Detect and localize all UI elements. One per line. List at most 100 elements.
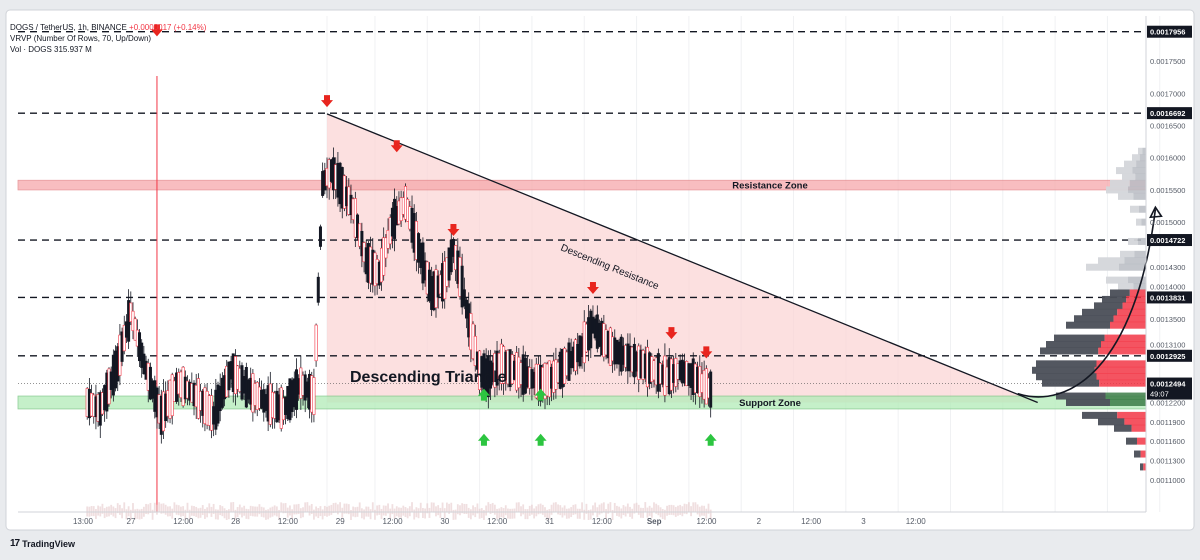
price-level-badge xyxy=(1147,25,1192,38)
volume-bar xyxy=(422,508,424,519)
volume-profile-up-bar xyxy=(1136,218,1142,226)
volume-bar xyxy=(642,507,644,518)
volume-bar xyxy=(607,503,610,514)
volume-bar xyxy=(382,505,385,516)
volume-bar xyxy=(435,506,437,517)
volume-profile-up-bar xyxy=(1066,321,1110,329)
volume-bar xyxy=(439,507,442,518)
y-tick-label: 0.0015500 xyxy=(1150,186,1185,195)
x-tick-label: 12:00 xyxy=(592,517,613,526)
volume-bar xyxy=(90,506,93,517)
volume-profile-down-bar xyxy=(1132,167,1146,175)
volume-bar xyxy=(86,506,89,517)
volume-profile-down-bar xyxy=(1131,424,1146,432)
volume-profile-up-bar xyxy=(1056,392,1106,400)
volume-profile-up-bar xyxy=(1042,379,1100,387)
volume-profile-up-bar xyxy=(1066,398,1110,406)
volume-profile-up-bar xyxy=(1120,250,1135,258)
volume-bar xyxy=(541,504,544,515)
candle-bull xyxy=(312,377,316,415)
volume-profile-down-bar xyxy=(1110,321,1146,329)
volume-bar xyxy=(491,502,494,513)
volume-bar xyxy=(454,509,457,520)
volume-bar xyxy=(175,504,178,515)
resistance-zone: Resistance Zone xyxy=(17,179,1147,192)
volume-bar xyxy=(286,507,289,518)
volume-bar xyxy=(548,509,551,520)
volume-bar xyxy=(238,504,241,515)
volume-bar xyxy=(452,509,455,520)
volume-profile-up-bar xyxy=(1134,450,1141,458)
volume-bar xyxy=(653,502,655,513)
volume-profile-up-bar xyxy=(1102,295,1127,303)
volume-bar xyxy=(289,505,291,516)
volume-profile-down-bar xyxy=(1117,411,1146,419)
volume-bar xyxy=(661,509,664,520)
volume-bar xyxy=(284,503,287,514)
volume-bar xyxy=(380,508,383,519)
volume-profile-up-bar xyxy=(1082,411,1118,419)
volume-bar xyxy=(360,508,363,519)
volume-profile-up-bar xyxy=(1132,154,1140,162)
volume-bar xyxy=(679,504,682,515)
y-tick-label: 0.0013500 xyxy=(1150,315,1185,324)
symbol-label[interactable]: DOGS / TetherUS, 1h, BINANCE xyxy=(10,23,127,32)
up-arrow-icon xyxy=(534,388,547,401)
volume-bar xyxy=(687,502,690,513)
volume-profile-down-bar xyxy=(1139,154,1146,162)
volume-bar xyxy=(391,504,394,515)
volume-bar xyxy=(483,509,485,520)
volume-profile-up-bar xyxy=(1110,179,1130,187)
volume-bar xyxy=(694,502,697,513)
volume-profile-up-bar xyxy=(1046,341,1101,349)
volume-profile-up-bar xyxy=(1138,147,1143,155)
volume-bar xyxy=(476,503,479,514)
volume-bar xyxy=(561,507,564,518)
volume-bar xyxy=(101,503,104,514)
volume-profile-up-bar xyxy=(1074,315,1114,323)
volume-profile-up-bar xyxy=(1116,167,1133,175)
volume-bar xyxy=(269,507,272,518)
volume-bar xyxy=(496,508,498,519)
volume-label[interactable]: Vol · DOGS 315.937 M xyxy=(10,45,92,54)
volume-bar xyxy=(703,505,706,516)
volume-bar xyxy=(138,509,141,520)
zone-label: Resistance Zone xyxy=(732,181,808,192)
volume-bar xyxy=(323,505,326,516)
volume-bar xyxy=(635,502,638,513)
volume-profile-down-bar xyxy=(1128,186,1146,194)
volume-bar xyxy=(622,505,625,516)
volume-bar xyxy=(552,502,555,513)
volume-bar xyxy=(273,505,276,516)
volume-bar xyxy=(223,508,226,519)
volume-bar xyxy=(428,507,431,518)
x-tick-label: 12:00 xyxy=(278,517,299,526)
volume-profile-down-bar xyxy=(1134,250,1146,258)
volume-profile-up-bar xyxy=(1082,308,1118,316)
volume-bar xyxy=(498,508,501,519)
indicator-label[interactable]: VRVP (Number Of Rows, 70, Up/Down) xyxy=(10,34,152,43)
volume-bar xyxy=(701,505,703,516)
current-price-badge xyxy=(1147,377,1192,400)
volume-bar xyxy=(347,504,350,515)
volume-bar xyxy=(201,505,204,516)
volume-bar xyxy=(197,508,200,519)
volume-bar xyxy=(637,504,640,515)
volume-profile-up-bar xyxy=(1140,463,1144,471)
volume-bar xyxy=(265,509,267,520)
volume-bar xyxy=(611,509,614,520)
candle-bull xyxy=(314,324,318,362)
volume-bar xyxy=(670,504,673,515)
projection-arrowhead xyxy=(1149,205,1163,219)
volume-bar xyxy=(153,502,156,513)
volume-bar xyxy=(609,502,612,513)
volume-bar xyxy=(446,502,448,513)
x-tick-label: Sep xyxy=(647,517,662,526)
volume-bar xyxy=(681,506,684,517)
volume-bar xyxy=(393,508,396,519)
volume-profile-down-bar xyxy=(1119,263,1146,271)
volume-bar xyxy=(583,509,586,520)
descending-resistance-line xyxy=(326,113,1038,404)
volume-bar xyxy=(644,502,647,513)
